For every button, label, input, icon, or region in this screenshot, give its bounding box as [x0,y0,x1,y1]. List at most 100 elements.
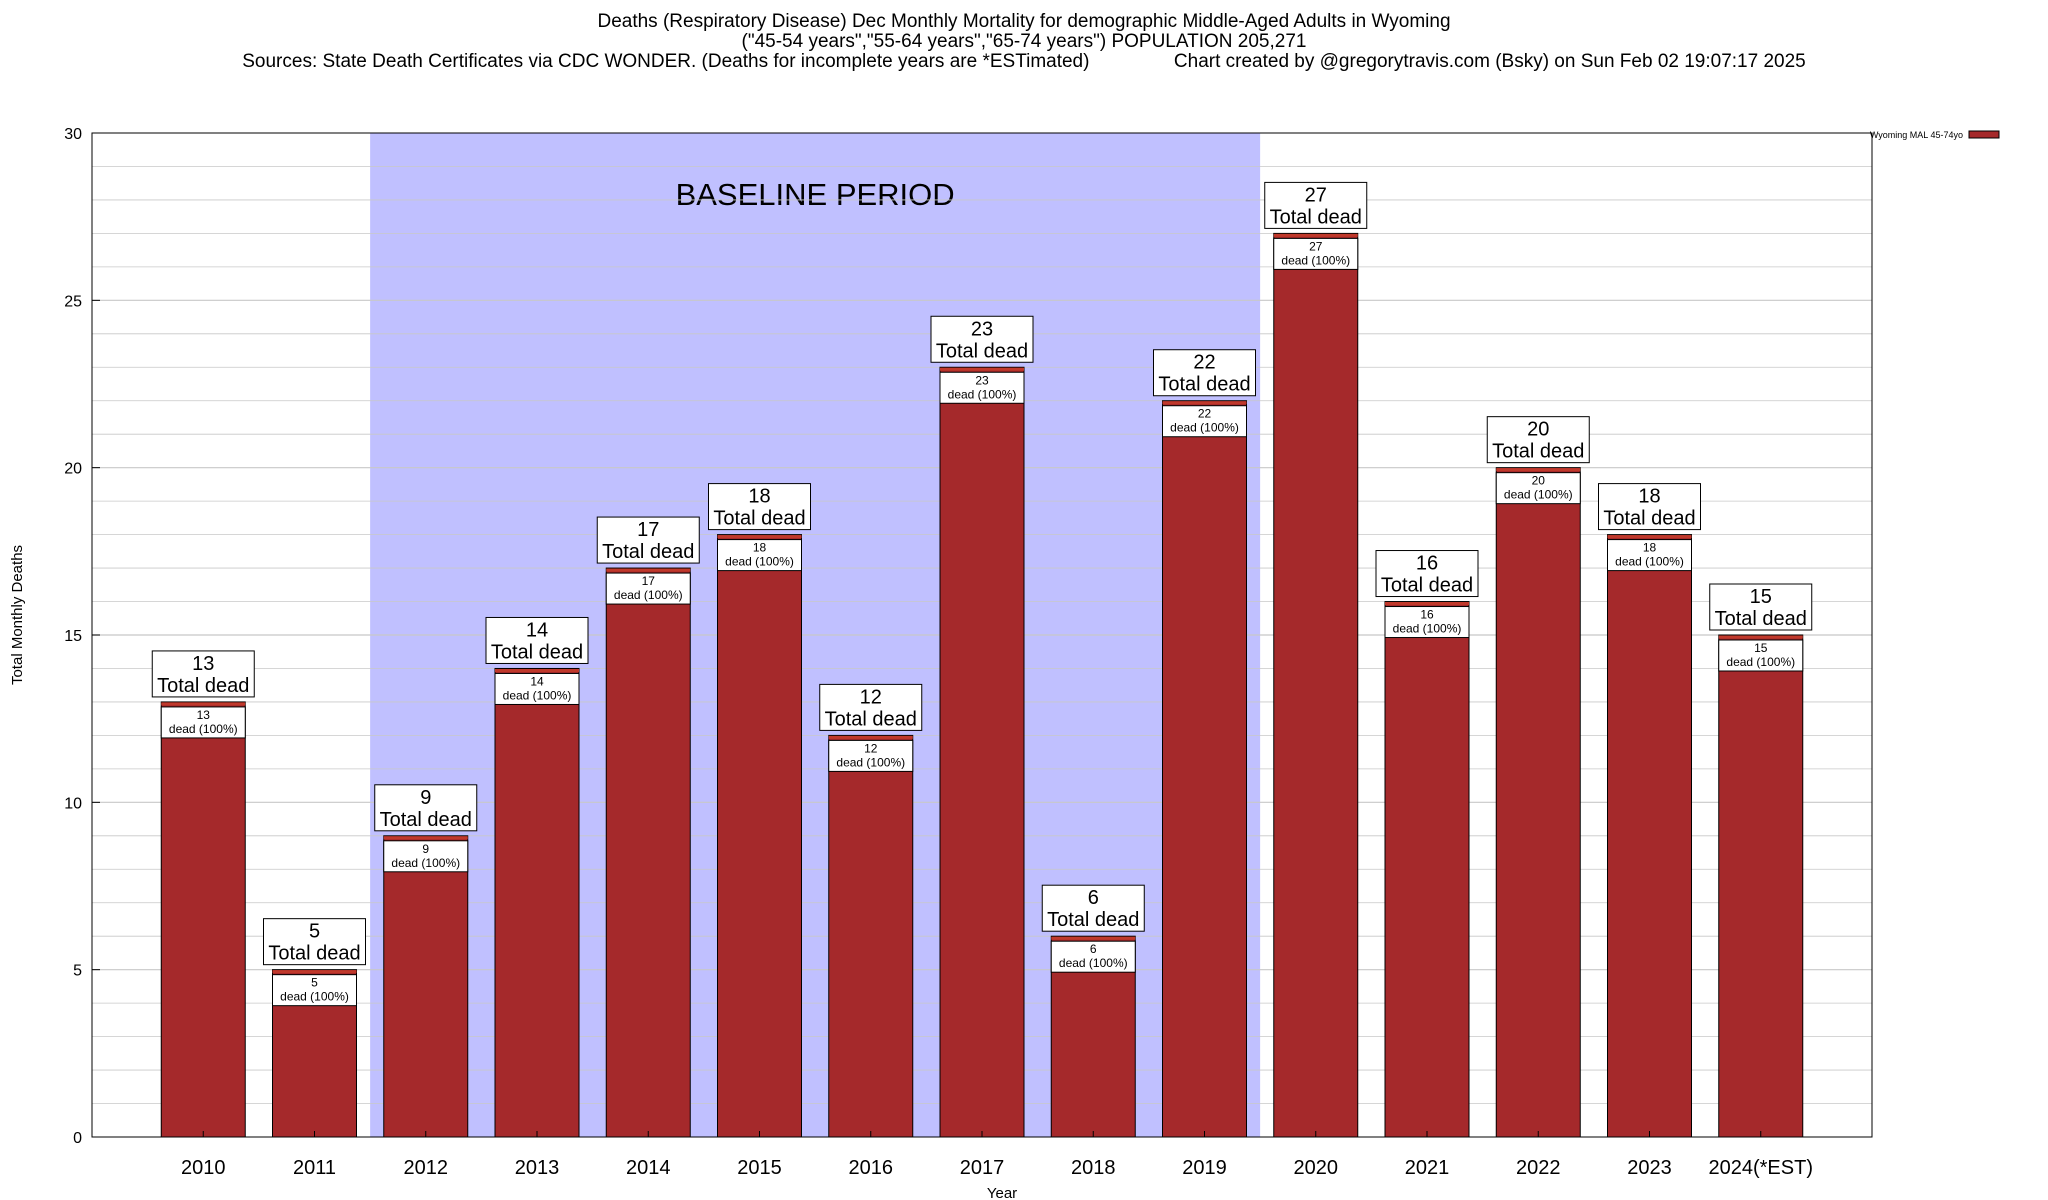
total-label-box [1709,583,1813,631]
total-label-box [1264,181,1368,229]
inner-label-percent: dead (100%) [836,755,905,769]
total-label-count: 18 [1638,486,1660,508]
total-label-text: Total dead [157,675,249,697]
total-label-count: 22 [1193,352,1215,374]
total-label-box [263,918,366,966]
bar [828,734,914,1138]
x-tick-label: 2021 [1405,1157,1450,1179]
chart-subtitle: ("45-54 years","55-64 years","65-74 year… [741,31,1307,52]
inner-label-box [1050,940,1136,973]
bar [1718,634,1804,1138]
total-label-text: Total dead [491,641,583,663]
total-label-box [708,483,811,531]
inner-label-count: 13 [197,708,211,722]
x-tick-label: 2017 [960,1157,1005,1179]
legend: Wyoming MAL 45-74yo [1870,130,2000,140]
total-label-box [1375,550,1479,598]
total-label-text: Total dead [268,943,360,965]
total-label-text: Total dead [1047,909,1139,931]
total-label-count: 23 [971,318,993,340]
inner-label-percent: dead (100%) [1504,488,1573,502]
inner-label-count: 22 [1198,407,1212,421]
inner-label-percent: dead (100%) [1059,956,1128,970]
x-tick-label: 2020 [1294,1157,1339,1179]
y-tick-label: 20 [64,461,82,478]
axes: 2010 2011 2012 2013 2014 2015 2016 2017 2018 2019… [9,126,1873,1200]
x-tick-label: 2016 [849,1157,894,1179]
x-axis-title: Year [987,1185,1017,1200]
inner-label-count: 23 [975,373,989,387]
inner-label-count: 14 [530,674,544,688]
inner-label-percent: dead (100%) [391,856,460,870]
x-tick-label: 2011 [293,1157,336,1179]
inner-label-box [717,539,802,572]
inner-label-box [1495,472,1581,505]
x-tick-label: 2018 [1071,1157,1116,1179]
y-tick-label: 10 [64,795,82,812]
inner-label-box [494,672,580,705]
inner-label-box [1384,606,1470,639]
total-label-count: 6 [1088,887,1099,909]
inner-label-percent: dead (100%) [1281,253,1350,267]
y-tick-label: 0 [73,1130,82,1147]
inner-label-box [605,572,691,605]
total-label-count: 27 [1305,184,1327,206]
inner-label-count: 15 [1754,641,1768,655]
x-tick-label: 2010 [181,1157,226,1179]
bar [494,667,580,1138]
inner-label-box [1273,237,1359,270]
inner-label-percent: dead (100%) [280,990,349,1004]
inner-label-percent: dead (100%) [1615,555,1684,569]
bar [160,701,246,1138]
inner-label-box [1162,405,1247,438]
inner-label-count: 16 [1420,608,1434,622]
total-label-text: Total dead [380,809,472,831]
total-label-box [374,784,478,832]
total-label-count: 16 [1416,553,1438,575]
total-label-box [1598,483,1701,531]
bar [1273,232,1359,1138]
inner-label-count: 27 [1309,239,1323,253]
total-label-box [1041,884,1145,932]
y-tick-label: 5 [73,963,82,980]
inner-label-percent: dead (100%) [503,688,572,702]
inner-label-count: 9 [422,842,429,856]
bar [1607,534,1692,1138]
x-tick-label: 2019 [1182,1157,1227,1179]
total-label-count: 5 [309,921,320,943]
legend-label: Wyoming MAL 45-74yo [1870,130,1963,140]
total-label-box [485,616,589,664]
inner-label-box [160,706,246,739]
bar [1384,601,1470,1138]
bar [1495,467,1581,1138]
bar [605,567,691,1138]
x-tick-label: 2022 [1516,1157,1561,1179]
x-tick-label: 2014 [626,1157,671,1179]
total-label-box [1153,349,1256,397]
x-tick-label: 2023 [1627,1157,1672,1179]
x-tick-label: 2012 [404,1157,449,1179]
legend-swatch [1968,130,2000,139]
total-label-text: Total dead [713,508,805,530]
y-tick-label: 15 [64,628,82,645]
total-label-box [819,683,923,731]
inner-label-box [272,974,357,1007]
total-label-count: 17 [637,519,659,541]
inner-label-percent: dead (100%) [614,588,683,602]
inner-label-percent: dead (100%) [1726,655,1795,669]
total-label-text: Total dead [1603,508,1695,530]
total-label-count: 14 [526,619,548,641]
inner-label-count: 20 [1532,474,1546,488]
inner-label-percent: dead (100%) [725,555,794,569]
total-label-count: 18 [748,486,770,508]
inner-label-box [1718,639,1804,672]
total-label-text: Total dead [1492,441,1584,463]
inner-label-box [939,371,1025,404]
baseline-period-label: BASELINE PERIOD [676,177,955,212]
total-label-text: Total dead [1381,575,1473,597]
inner-label-count: 5 [311,976,318,990]
bar [383,835,469,1138]
bars [160,232,1804,1138]
